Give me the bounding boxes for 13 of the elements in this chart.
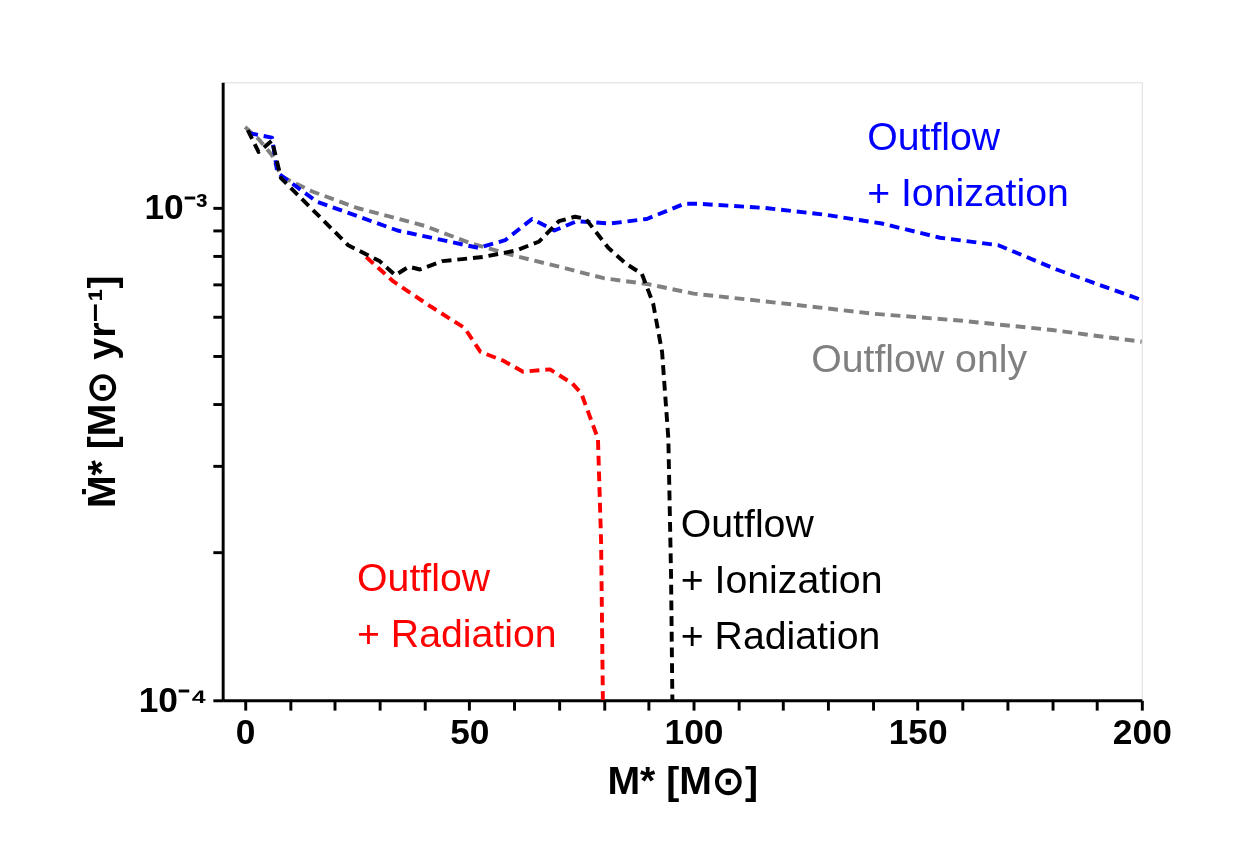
x-tick-label: 150 xyxy=(888,711,948,751)
series-label: Outflow + Ionization + Radiation xyxy=(680,501,883,658)
series-label: Outflow + Radiation xyxy=(357,555,557,656)
series-label: Outflow + Ionization xyxy=(867,113,1069,214)
series-label: Outflow only xyxy=(811,335,1028,380)
x-tick-label: 200 xyxy=(1112,711,1172,751)
x-tick-label: 50 xyxy=(450,711,490,751)
y-tick-label: 10⁻³ xyxy=(144,187,208,227)
x-axis-title: M* [M⊙] xyxy=(607,757,759,802)
y-tick-label: 10⁻⁴ xyxy=(138,679,208,719)
x-tick-label: 100 xyxy=(664,711,724,751)
y-axis-title: Ṁ* [M⊙ yr⁻¹] xyxy=(79,275,124,509)
x-tick-label: 0 xyxy=(235,711,256,751)
